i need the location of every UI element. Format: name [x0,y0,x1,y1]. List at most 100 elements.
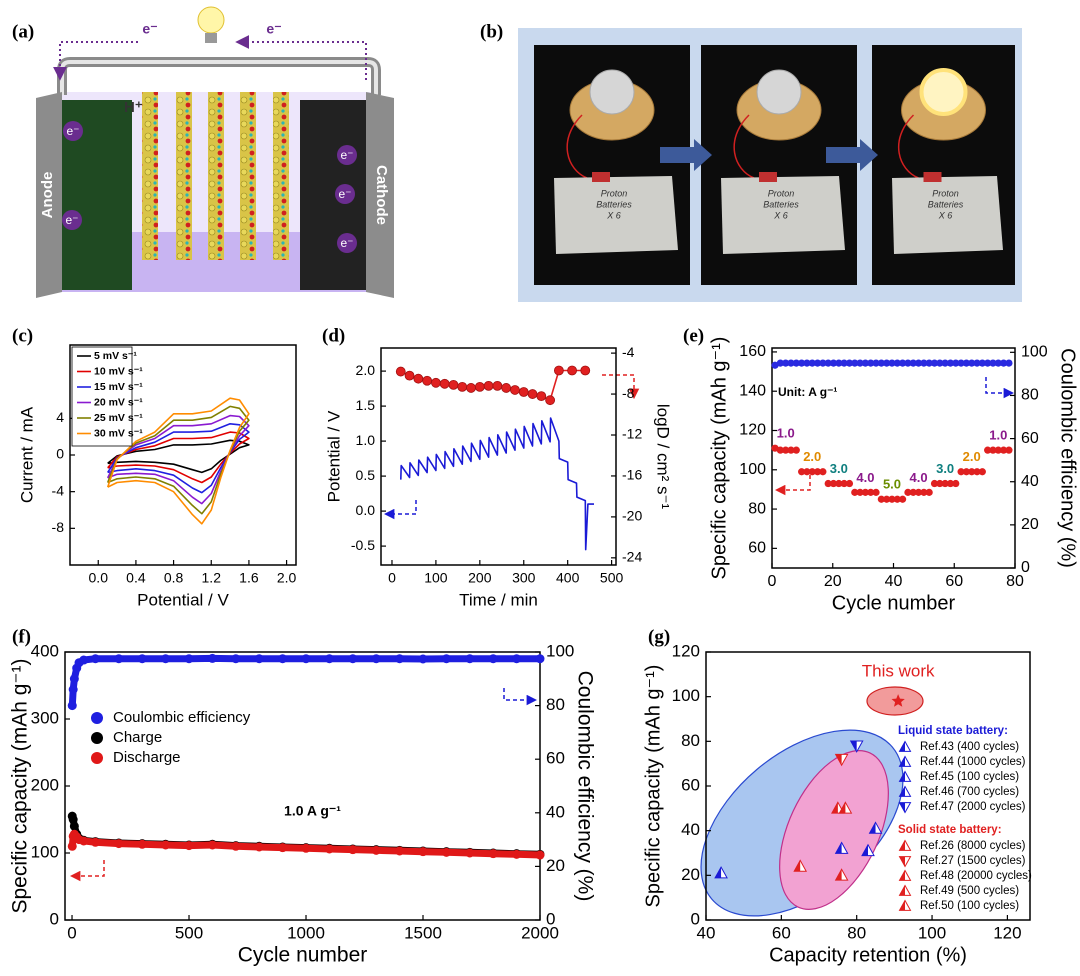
data-point [813,359,822,367]
molecular-chain [273,92,289,260]
data-point [465,848,475,858]
electron-label: e⁻ [142,21,157,37]
data-point [535,850,545,860]
unit-note: Unit: A g⁻¹ [778,385,837,399]
data-point [441,847,451,857]
solid-region [779,750,889,910]
data-point [914,488,923,496]
data-point [1005,359,1013,367]
data-point [395,366,406,377]
data-point [941,359,949,367]
chart: (e) 0 20 40 60 80 60 80 100 120 140 160 0 20 40 60 80 100… [683,325,1079,614]
y2-axis-label: Coulombic efficiency (%) [1057,348,1079,568]
data-point [69,674,79,684]
data-point [798,468,806,476]
data-point [803,468,811,476]
y-tick-label: 4 [56,409,64,425]
y-tick-label: 2.0 [356,362,376,378]
y-tick-label: 100 [31,842,59,861]
legend-marker-fill [899,870,905,881]
battery-note: X 6 [773,210,788,220]
data-point [978,359,986,367]
battery-note: Batteries [596,199,632,209]
y-tick-label: 0.0 [356,502,376,518]
electron-label: e⁻ [266,21,281,37]
data-point [161,840,171,850]
data-point [348,845,358,855]
y-tick-label: -4 [52,482,65,498]
data-point [856,488,864,496]
data-point [518,387,529,397]
data-point [861,488,870,496]
marker-fill [862,844,868,856]
axis-arrow [774,475,811,496]
x-tick-label: 100 [424,570,448,586]
legend-label: Coulombic efficiency [113,709,251,726]
data-point [989,359,997,367]
data-point [512,849,522,859]
data-point [851,359,859,367]
data-point [936,359,944,367]
data-point [441,654,451,664]
series-line [106,414,250,505]
data-point [819,468,827,476]
x-tick-label: 200 [468,570,492,586]
data-point [914,359,923,367]
data-point [835,479,843,488]
battery-note: Batteries [928,199,964,209]
anode-label: Anode [39,172,56,219]
plot-frame [380,347,617,566]
x-tick-label: 1.6 [239,570,259,586]
battery-note: Proton [768,188,795,198]
data-point [835,359,843,367]
data-point [207,840,217,850]
x-tick-label: 1500 [404,923,442,942]
legend-label: Ref.44 (1000 cycles) [920,756,1026,768]
data-point [957,359,965,367]
data-point [492,380,503,391]
wire-inner [60,60,378,95]
electron [62,210,82,230]
data-point [973,468,981,476]
x-tick-label: 0 [67,923,76,942]
data-point [994,446,1002,454]
y2-tick-label: -4 [622,344,635,360]
y2-tick-label: -16 [622,467,642,483]
data-point [968,359,976,367]
panel-label: (f) [12,626,31,647]
y-tick-label: 200 [31,775,59,794]
legend-label: Ref.50 (100 cycles) [920,900,1019,912]
data-point [952,479,960,488]
x-axis-label: Capacity retention (%) [769,944,967,966]
y-tick-label: 160 [739,343,766,360]
y-tick-label: 60 [681,775,700,794]
data-point [893,359,901,367]
data-point [930,359,939,367]
data-point [851,488,859,496]
rate-label: 5.0 [883,477,901,492]
data-point [278,654,288,664]
data-point [968,468,976,476]
data-point [465,654,475,664]
clip [923,172,942,182]
data-point [510,385,520,395]
y-axis-label: Specific capacity (mAh g⁻¹) [708,337,730,580]
data-point [899,495,907,503]
battery-note: Proton [932,188,959,198]
y-tick-label: 20 [681,865,700,884]
legend-swatch [91,752,103,764]
x-tick-label: 0.8 [164,570,184,586]
legend-header: Solid state battery: [898,824,1002,836]
y2-tick-label: 60 [1021,430,1039,447]
y2-tick-label: 0 [1021,559,1030,576]
y2-axis-label: logD / cm² s⁻¹ [654,404,673,510]
flow-arrow [53,41,138,81]
marker-fill [715,867,722,878]
y-tick-label: 100 [739,461,766,478]
data-point [501,383,512,393]
panel-label: (e) [683,325,704,346]
legend-label: 15 mV s⁻¹ [94,381,143,393]
wire [57,57,381,95]
data-point [930,479,939,488]
